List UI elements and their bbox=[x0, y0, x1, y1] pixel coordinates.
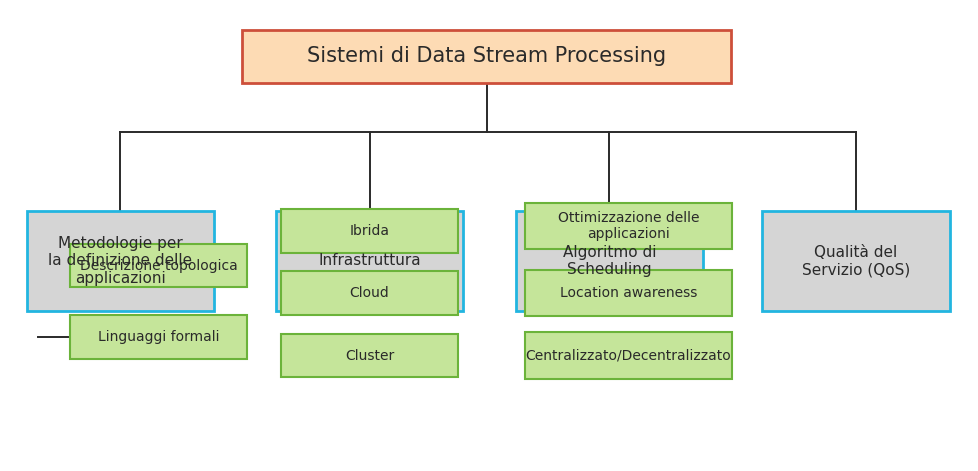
Text: Ibrida: Ibrida bbox=[349, 224, 389, 238]
Text: Qualità del
Servizio (QoS): Qualità del Servizio (QoS) bbox=[801, 245, 910, 277]
FancyBboxPatch shape bbox=[276, 211, 463, 310]
FancyBboxPatch shape bbox=[762, 211, 949, 310]
Text: Location awareness: Location awareness bbox=[559, 286, 696, 300]
Text: Descrizione topologica: Descrizione topologica bbox=[79, 259, 237, 273]
Text: Ottimizzazione delle
applicazioni: Ottimizzazione delle applicazioni bbox=[557, 211, 698, 241]
Text: Cluster: Cluster bbox=[344, 349, 394, 363]
FancyBboxPatch shape bbox=[525, 203, 731, 249]
FancyBboxPatch shape bbox=[525, 270, 731, 317]
FancyBboxPatch shape bbox=[515, 211, 702, 310]
FancyBboxPatch shape bbox=[26, 211, 213, 310]
FancyBboxPatch shape bbox=[525, 333, 731, 379]
Text: Centralizzato/Decentralizzato: Centralizzato/Decentralizzato bbox=[525, 349, 731, 363]
FancyBboxPatch shape bbox=[242, 30, 731, 83]
FancyBboxPatch shape bbox=[281, 271, 458, 315]
Text: Cloud: Cloud bbox=[349, 286, 389, 300]
FancyBboxPatch shape bbox=[281, 333, 458, 377]
Text: Metodologie per
la definizione delle
applicazioni: Metodologie per la definizione delle app… bbox=[48, 236, 192, 286]
FancyBboxPatch shape bbox=[69, 244, 247, 287]
Text: Infrastruttura: Infrastruttura bbox=[318, 253, 421, 268]
FancyBboxPatch shape bbox=[69, 315, 247, 359]
FancyBboxPatch shape bbox=[281, 209, 458, 253]
Text: Algoritmo di
Scheduling: Algoritmo di Scheduling bbox=[562, 245, 655, 277]
Text: Linguaggi formali: Linguaggi formali bbox=[98, 330, 219, 344]
Text: Sistemi di Data Stream Processing: Sistemi di Data Stream Processing bbox=[307, 47, 665, 66]
